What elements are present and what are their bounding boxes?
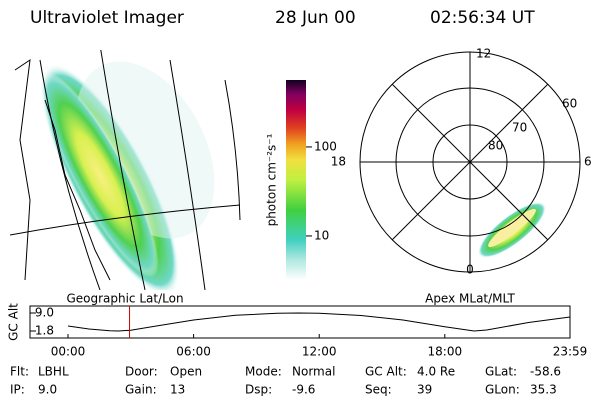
geo-image <box>10 50 241 290</box>
field-label: Seq: <box>365 383 392 397</box>
lat-label: 70 <box>512 121 527 135</box>
mlt-label: 18 <box>331 155 346 169</box>
lat-label: 60 <box>562 97 577 111</box>
field-value: 4.0 Re <box>417 365 455 379</box>
field-label: IP: <box>10 383 25 397</box>
mlt-label: 0 <box>466 263 474 277</box>
field-value: -58.6 <box>530 365 561 379</box>
field-value: 39 <box>417 383 432 397</box>
field-label: Door: <box>125 365 158 379</box>
field-label: Gain: <box>125 383 157 397</box>
panel-label: Apex MLat/MLT <box>425 292 515 306</box>
colorbar-tick-label: 100 <box>314 139 337 153</box>
panel-label: Geographic Lat/Lon <box>66 292 183 306</box>
x-tick-label: 06:00 <box>176 345 211 359</box>
mlt-label: 12 <box>476 47 491 61</box>
field-value: LBHL <box>38 365 69 379</box>
header: Ultraviolet Imager 28 Jun 00 02:56:34 UT <box>30 8 535 28</box>
x-tick-label: 00:00 <box>51 345 86 359</box>
time: 02:56:34 UT <box>430 8 535 28</box>
field-label: Flt: <box>10 365 29 379</box>
y-tick-label: 1.8 <box>35 324 54 338</box>
title: Ultraviolet Imager <box>30 8 184 28</box>
colorbar-tick-label: 10 <box>314 228 329 242</box>
field-value: 35.3 <box>530 383 557 397</box>
mlt-label: 6 <box>584 155 592 169</box>
lat-label: 80 <box>488 139 503 153</box>
x-tick-label: 18:00 <box>428 345 463 359</box>
field-value: Normal <box>292 365 335 379</box>
colorbar-label: photon cm⁻²s⁻¹ <box>265 133 279 226</box>
field-label: Dsp: <box>245 383 272 397</box>
field-label: GLon: <box>485 383 520 397</box>
field-value: 9.0 <box>38 383 57 397</box>
field-value: Open <box>170 365 202 379</box>
y-label: GC Alt <box>7 303 21 341</box>
field-label: GLat: <box>485 365 517 379</box>
polar-plot <box>359 51 581 273</box>
y-tick-label: 9.0 <box>35 306 54 320</box>
colorbar <box>286 80 306 280</box>
alt-plot-frame <box>29 305 571 339</box>
field-value: 13 <box>170 383 185 397</box>
date: 28 Jun 00 <box>275 8 356 28</box>
alt-line <box>67 312 571 332</box>
x-tick-label: 23:59 <box>553 345 588 359</box>
field-value: -9.6 <box>292 383 315 397</box>
field-label: Mode: <box>245 365 282 379</box>
x-tick-label: 12:00 <box>302 345 337 359</box>
field-label: GC Alt: <box>365 365 407 379</box>
